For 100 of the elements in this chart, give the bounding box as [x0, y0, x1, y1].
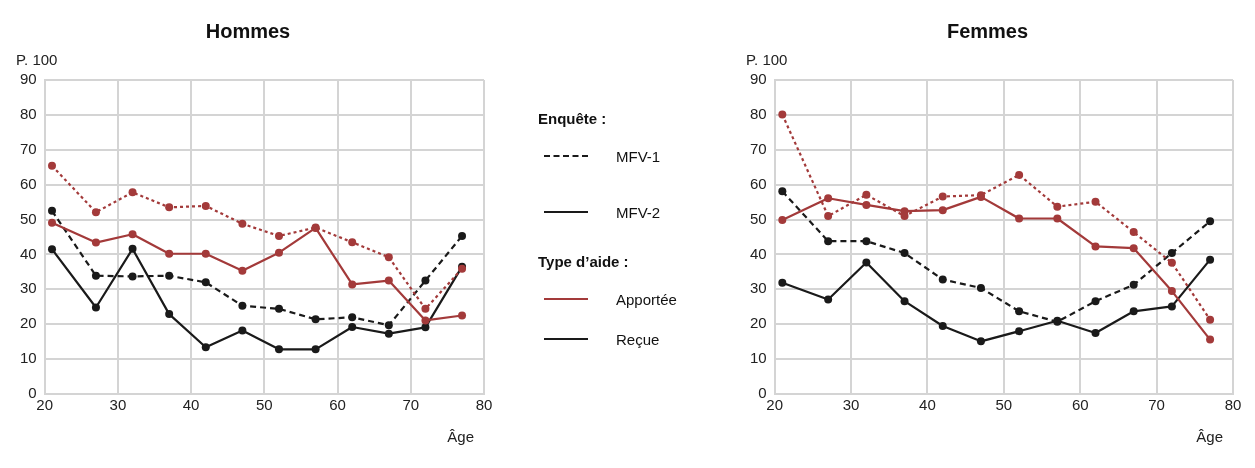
text: MFV-2 — [616, 203, 661, 221]
point — [862, 200, 871, 209]
point — [1129, 280, 1138, 289]
point — [1206, 315, 1215, 324]
y-tick-label: 10 — [20, 349, 37, 367]
point — [1167, 249, 1176, 258]
y-tick-label: 60 — [750, 174, 767, 192]
point — [778, 278, 787, 287]
chart-title: Hommes — [205, 19, 291, 42]
point — [1091, 328, 1100, 337]
point — [348, 238, 357, 247]
point — [862, 190, 871, 199]
x-tick-label: 30 — [109, 396, 127, 414]
point — [384, 276, 393, 285]
point — [862, 237, 871, 246]
y-tick-label: 40 — [750, 244, 767, 262]
point — [384, 253, 393, 262]
point — [1015, 327, 1024, 336]
point — [348, 323, 357, 332]
point — [274, 248, 283, 257]
point — [165, 310, 174, 319]
y-tick-label: 0 — [758, 384, 767, 402]
point — [91, 238, 100, 247]
point — [900, 249, 909, 258]
point — [238, 219, 247, 228]
point — [778, 187, 787, 196]
point — [238, 266, 247, 275]
y-tick-label: 80 — [20, 105, 37, 123]
point — [201, 249, 210, 258]
y-tick-label: 40 — [20, 244, 37, 262]
text: Type d’aide : — [538, 253, 630, 270]
point — [900, 297, 909, 306]
point — [128, 188, 137, 197]
x-tick-label: 40 — [919, 396, 936, 414]
y-tick-label: 10 — [750, 349, 767, 367]
x-tick-label: 70 — [402, 396, 420, 414]
point — [1015, 214, 1024, 223]
point — [91, 271, 100, 280]
text: Reçue — [616, 330, 660, 348]
point — [91, 303, 100, 312]
y-axis-title: P. 100 — [16, 50, 58, 68]
point — [421, 276, 430, 285]
point — [1129, 244, 1138, 253]
point — [421, 304, 430, 313]
point — [238, 301, 247, 310]
point — [1091, 242, 1100, 251]
point — [938, 192, 947, 201]
text: Enquête : — [538, 110, 608, 127]
point — [48, 245, 57, 254]
point — [201, 201, 210, 210]
point — [311, 223, 320, 232]
point — [311, 315, 320, 324]
point — [938, 321, 947, 330]
x-tick-label: 20 — [36, 396, 54, 414]
point — [384, 321, 393, 330]
y-tick-label: 30 — [20, 279, 37, 297]
point — [348, 313, 357, 322]
y-tick-label: 70 — [750, 139, 767, 157]
point — [1091, 297, 1100, 306]
point — [1167, 302, 1176, 311]
point — [238, 326, 247, 335]
x-tick-label: 50 — [995, 396, 1013, 414]
point — [201, 278, 210, 287]
x-tick-label: 80 — [475, 396, 493, 414]
point — [48, 218, 57, 227]
point — [165, 271, 174, 280]
point — [1053, 214, 1062, 223]
point — [1167, 258, 1176, 267]
y-tick-label: 50 — [750, 209, 767, 227]
point — [938, 206, 947, 215]
point — [862, 258, 871, 267]
point — [165, 249, 174, 258]
y-tick-label: 90 — [20, 70, 37, 88]
point — [201, 343, 210, 352]
x-tick-label: 60 — [329, 396, 346, 414]
point — [421, 316, 430, 325]
point — [1206, 335, 1215, 344]
x-axis-title: Âge — [447, 427, 474, 445]
point — [824, 237, 833, 246]
point — [274, 231, 283, 240]
y-tick-label: 90 — [750, 70, 767, 88]
x-tick-label: 20 — [766, 396, 784, 414]
point — [778, 215, 787, 224]
point — [458, 311, 467, 320]
point — [384, 329, 393, 338]
point — [938, 275, 947, 284]
point — [1206, 217, 1215, 226]
y-tick-label: 60 — [20, 174, 37, 192]
text: MFV-1 — [616, 147, 661, 165]
point — [976, 337, 985, 346]
point — [976, 283, 985, 292]
point — [824, 194, 833, 203]
point — [1053, 202, 1062, 211]
y-tick-label: 50 — [20, 209, 37, 227]
point — [1129, 228, 1138, 237]
point — [421, 323, 430, 332]
x-axis-title: Âge — [1196, 427, 1223, 445]
point — [274, 304, 283, 313]
x-tick-label: 30 — [842, 396, 860, 414]
point — [1206, 255, 1215, 264]
